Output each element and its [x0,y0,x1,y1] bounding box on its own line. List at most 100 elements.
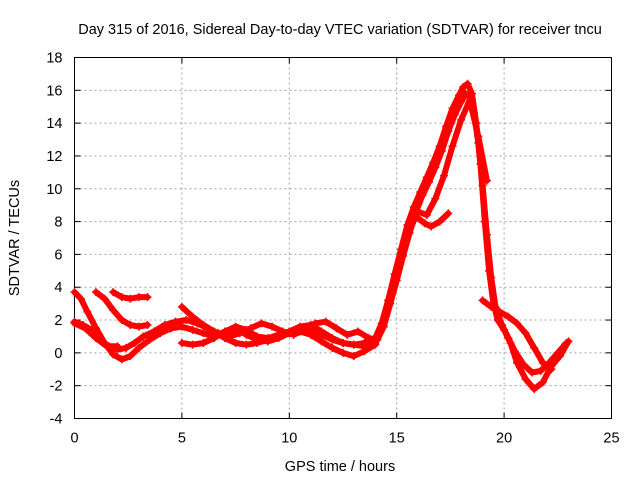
data-point [182,316,191,325]
data-point [332,324,341,333]
data-point [143,293,152,302]
y-tick-label: 12 [46,149,62,165]
data-point [339,339,347,348]
data-point [420,219,429,228]
data-point [497,320,506,329]
data-point [424,178,433,187]
data-point [418,191,427,200]
data-point [459,83,468,92]
data-point [70,288,79,297]
x-tick-label: 10 [281,431,297,447]
y-tick-label: 8 [54,215,62,231]
series-track-d [109,288,152,303]
data-point [220,327,229,336]
data-point [109,350,118,359]
data-point [117,293,126,302]
data-point [199,320,208,329]
plot-frame [74,57,612,419]
data-point [371,339,380,348]
data-point [392,276,401,285]
data-point [199,339,208,348]
y-tick-label: -2 [50,379,63,395]
y-tick-label: 6 [54,247,62,263]
data-point [354,327,363,336]
series-track-i [414,209,453,231]
data-point [139,332,148,341]
data-point [306,325,315,334]
y-tick-label: 18 [46,51,62,67]
series-track-a [70,79,573,393]
x-tick-label: 15 [389,431,405,447]
data-point [482,176,491,185]
data-point [177,339,186,348]
y-tick-label: -4 [50,412,63,428]
y-tick-label: 16 [46,83,62,99]
data-point [188,325,197,334]
data-point [339,348,347,357]
data-point [171,317,180,326]
data-point [465,96,474,105]
data-point [450,110,459,119]
data-point [512,319,521,328]
data-point [463,79,472,88]
data-point [100,294,109,303]
data-point [538,358,547,367]
data-point [349,352,358,361]
chart-title: Day 315 of 2016, Sidereal Day-to-day VTE… [78,22,602,38]
data-series [70,79,573,393]
data-point [126,320,135,329]
data-point [379,322,388,331]
y-tick-label: 10 [46,182,62,198]
data-point [431,194,440,203]
data-point [448,142,457,151]
data-point [487,273,496,282]
data-point [364,334,373,343]
data-point [76,294,85,303]
data-point [117,355,126,364]
data-point [242,330,251,339]
x-tick-label: 5 [178,431,186,447]
data-point [117,316,126,325]
data-point [81,324,90,333]
data-point [435,217,444,226]
y-tick-label: 0 [54,346,62,362]
data-point [437,147,446,156]
series-track-j [478,296,556,374]
data-point [457,97,466,106]
data-point [91,288,100,297]
data-point [83,307,92,316]
data-point [439,171,448,180]
data-point [530,343,539,352]
data-point [130,339,139,348]
data-point [317,330,326,339]
data-point [427,222,436,231]
data-point [482,230,491,239]
data-point [495,307,504,316]
data-point [504,312,513,321]
x-tick-labels: 0 5 10 15 20 25 [70,431,619,447]
data-point [311,319,320,328]
data-point [231,324,240,333]
data-point [199,329,208,338]
data-point [431,163,440,172]
data-point [145,335,154,344]
y-tick-label: 14 [46,116,62,132]
data-point [562,339,571,348]
data-point [268,322,277,331]
data-point [414,214,423,223]
data-point [519,360,528,369]
data-point [474,132,483,141]
data-point [422,211,431,220]
data-point [360,342,369,351]
data-point [246,324,255,333]
data-point [122,343,131,352]
data-point [109,288,118,297]
data-point [109,306,118,315]
data-point [528,368,537,377]
data-point [188,312,197,321]
data-point [521,375,530,384]
y-axis-label: SDTVAR / TECUs [7,180,23,296]
data-point [487,302,496,311]
data-point [504,334,513,343]
